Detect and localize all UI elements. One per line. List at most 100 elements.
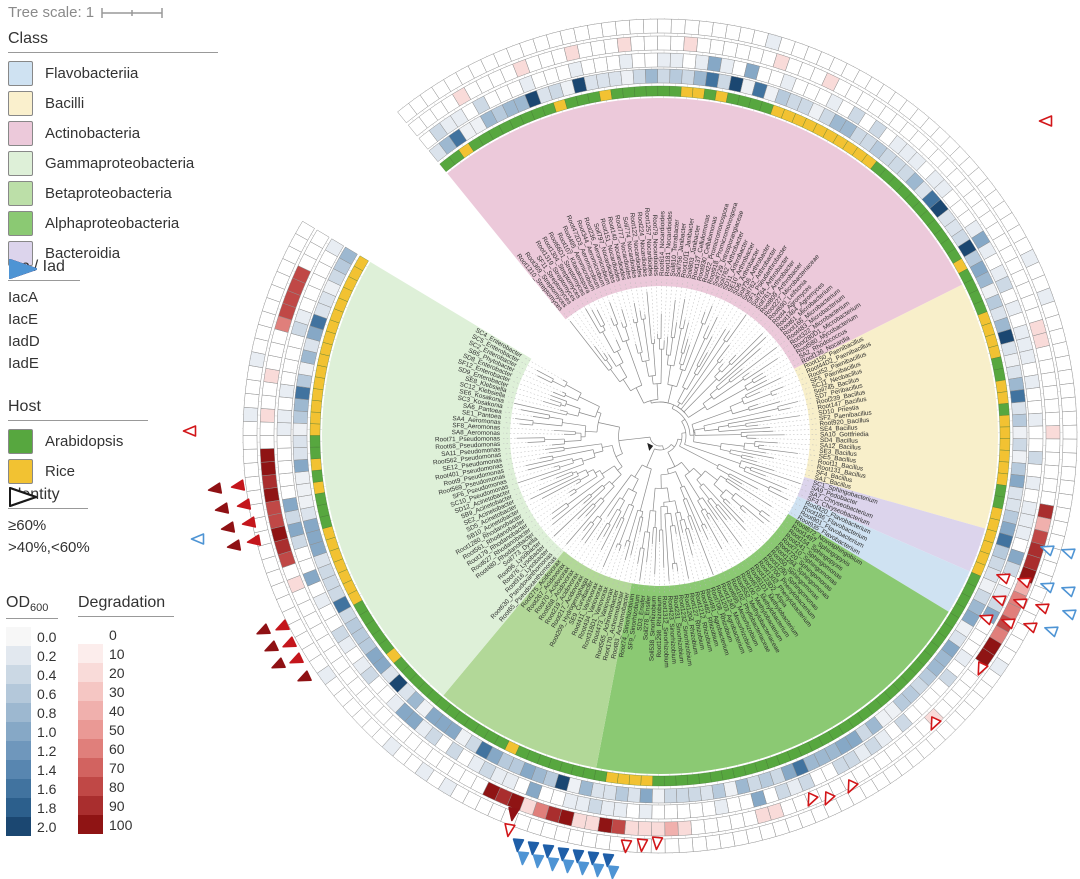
outer-ring-segment — [594, 833, 612, 851]
legend-od600-title: OD600 — [6, 594, 58, 620]
tree-branch — [716, 467, 730, 476]
legend-class: Class Flavobacteriia Bacilli Actinobacteri… — [8, 30, 218, 271]
tree-branch — [679, 520, 684, 533]
leaf-guide-dotted — [514, 478, 556, 496]
outer-ring-segment — [628, 19, 645, 35]
od600-ring-segment — [645, 68, 659, 84]
leaf-guide-dotted — [583, 537, 604, 574]
host-ring-segment — [312, 481, 325, 495]
od600-ring2-segment — [276, 435, 292, 449]
tree-branch — [565, 403, 581, 409]
tree-branch — [718, 336, 767, 382]
tree-branch — [562, 422, 586, 427]
leaf-guide-dotted — [602, 548, 616, 583]
iace-cluster-left-marker — [236, 498, 252, 510]
legend-class-swatch — [8, 181, 33, 206]
od600-ring-segment — [294, 470, 311, 486]
od600-ring-segment — [693, 70, 708, 87]
tree-branch — [641, 511, 644, 518]
tree-branch — [624, 541, 631, 561]
host-ring-segment — [720, 768, 735, 781]
leaf-guide-dotted — [506, 465, 525, 471]
leaf-guide-dotted — [574, 517, 608, 568]
leaf-label: Root920_Bacillus — [819, 417, 869, 428]
host-ring-segment — [582, 767, 596, 780]
tree-branch — [680, 322, 689, 353]
legend-host-title: Host — [8, 398, 148, 421]
legend-class-item: Bacilli — [8, 91, 218, 116]
host-ring-segment — [640, 775, 653, 787]
tree-branch — [731, 497, 742, 508]
degradation-ring-segment — [643, 35, 658, 51]
leaf-guide-dotted — [758, 461, 812, 477]
legend-class-item: Gammaproteobacteria — [8, 151, 218, 176]
tree-branch — [721, 443, 745, 447]
outer-ring-segment — [1062, 410, 1078, 426]
od600-ring2-segment — [593, 56, 609, 73]
tree-branch — [622, 504, 630, 519]
leaf-guide-dotted — [549, 519, 578, 548]
od600-ring-segment — [1012, 413, 1028, 428]
tree-branch — [575, 476, 598, 491]
class-sector-actinobacteria — [447, 98, 963, 369]
degradation-ring-segment — [1043, 464, 1060, 480]
tree-branch-arc — [654, 444, 672, 451]
leaf-guide-dotted — [744, 522, 770, 549]
tree-branch — [683, 485, 704, 525]
degradation-step: 90 — [78, 796, 174, 815]
tree-branch — [603, 524, 611, 538]
tree-branch — [652, 488, 656, 511]
iace-open-bottom-row-marker — [620, 839, 633, 854]
tree-branch — [670, 444, 675, 448]
iade-row-bottom-marker — [532, 854, 545, 869]
tree-branch — [577, 469, 587, 475]
leaf-label: Soil810_Terrabacter — [669, 218, 681, 276]
tree-branch — [720, 475, 727, 480]
leaf-guide-dotted — [772, 506, 793, 521]
leaf-guide-dotted — [728, 543, 745, 569]
tree-branch — [675, 471, 683, 487]
tree-branch — [714, 370, 721, 377]
tree-branch — [592, 515, 598, 523]
leaf-guide-dotted — [510, 483, 517, 486]
iadd-row-bottom-marker — [542, 844, 555, 859]
host-ring-segment — [310, 411, 321, 425]
tree-branch — [748, 403, 759, 408]
tree-branch — [667, 469, 669, 474]
legend-iac-label: IacE — [8, 311, 39, 328]
tree-branch — [615, 517, 622, 529]
leaf-guide-dotted — [532, 513, 552, 528]
legend-iac-label: IadD — [8, 333, 40, 350]
tree-branch — [681, 340, 726, 405]
leaf-label: Root68_Pseudomonas — [435, 441, 500, 451]
iace-open-right-cluster-marker — [992, 595, 1007, 607]
leaf-guide-dotted — [503, 427, 553, 431]
tree-branch — [739, 466, 746, 470]
tree-branch — [635, 387, 645, 404]
tree-branch — [684, 475, 701, 500]
degradation-ring-segment — [677, 820, 693, 836]
legend-class-label: Gammaproteobacteria — [45, 155, 195, 172]
tree-branch — [713, 378, 744, 400]
tree-branch — [572, 471, 577, 474]
host-ring-segment — [996, 472, 1009, 486]
host-ring-segment — [319, 514, 333, 529]
iace-open-right-cluster-marker — [1017, 577, 1032, 589]
od600-ring2-segment — [276, 447, 293, 462]
od600-step: 1.6 — [6, 779, 58, 799]
tree-branch — [754, 441, 778, 444]
tree-branch — [621, 309, 628, 327]
tree-branch — [751, 466, 801, 485]
host-ring-segment — [634, 86, 647, 98]
outer-ring-segment — [248, 502, 266, 520]
degradation-value: 60 — [109, 740, 125, 757]
tree-branch-arc — [618, 427, 623, 454]
tree-branch — [667, 487, 670, 502]
host-ring-segment — [628, 774, 642, 786]
leaf-guide-dotted — [643, 563, 647, 593]
od600-value: 1.4 — [37, 761, 57, 778]
tree-branch — [696, 479, 702, 486]
degradation-ring-segment — [1045, 438, 1061, 453]
od600-ring-segment — [651, 788, 665, 804]
tree-branch — [682, 344, 691, 365]
